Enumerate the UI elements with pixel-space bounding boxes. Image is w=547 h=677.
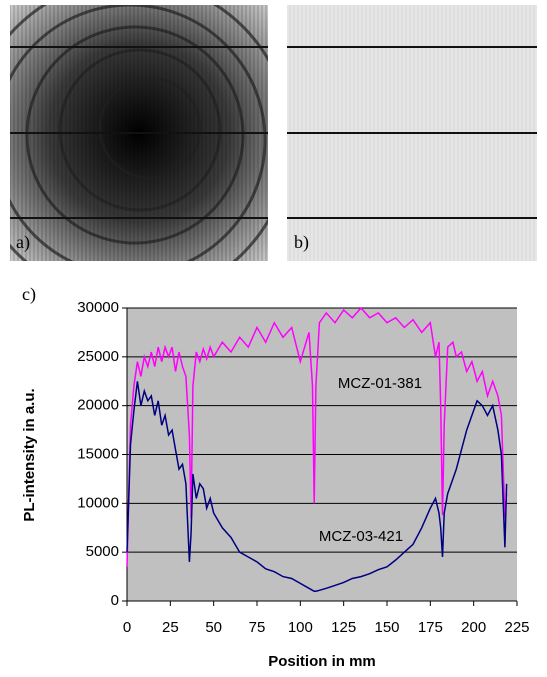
series-label: MCZ-01-381 [338, 375, 422, 392]
series-line [126, 306, 508, 567]
series-label: MCZ-03-421 [319, 528, 403, 545]
x-tick-label: 0 [123, 619, 131, 636]
y-axis-label: PL-intensity in a.u. [21, 388, 38, 521]
x-tick-label: 200 [461, 619, 486, 636]
x-tick-label: 175 [418, 619, 443, 636]
x-axis-label: Position in mm [268, 653, 376, 670]
x-tick-label: 225 [504, 619, 529, 636]
y-tick-label: 30000 [77, 299, 119, 316]
x-tick-label: 100 [288, 619, 313, 636]
x-tick-label: 150 [374, 619, 399, 636]
y-tick-label: 20000 [77, 397, 119, 414]
y-tick-label: 0 [111, 592, 119, 609]
image-b [287, 5, 537, 261]
y-tick-label: 5000 [86, 543, 119, 560]
y-tick-label: 10000 [77, 494, 119, 511]
series-line [126, 381, 508, 592]
x-tick-label: 125 [331, 619, 356, 636]
panel-label: b) [294, 232, 309, 253]
panel-label: c) [22, 284, 36, 305]
x-tick-label: 25 [162, 619, 179, 636]
x-tick-label: 50 [205, 619, 222, 636]
y-tick-label: 15000 [77, 445, 119, 462]
image-a [10, 5, 268, 261]
y-tick-label: 25000 [77, 348, 119, 365]
panel-label: a) [16, 232, 30, 253]
x-tick-label: 75 [249, 619, 266, 636]
